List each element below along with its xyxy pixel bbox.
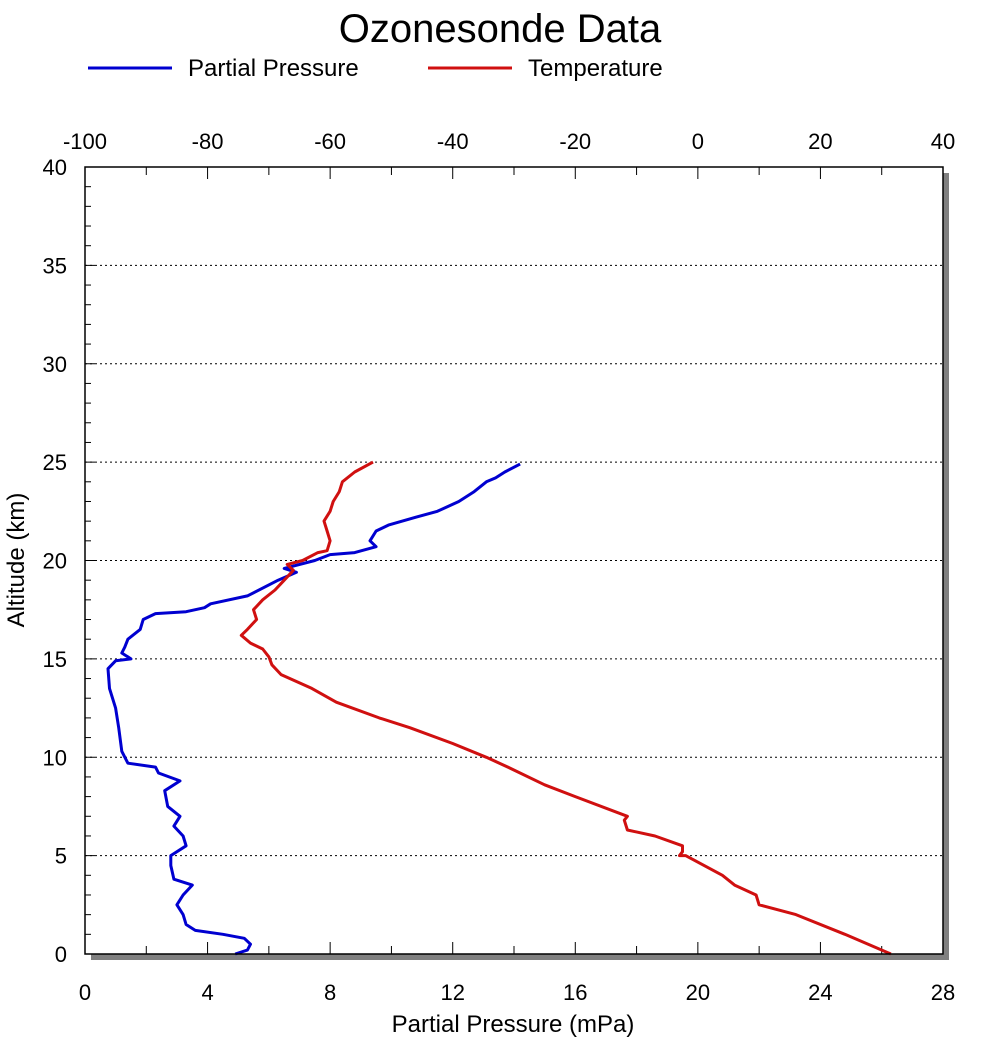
x-axis-label: Partial Pressure (mPa) (392, 1011, 635, 1038)
x-top-tick-label: -40 (437, 129, 469, 154)
x-bottom-tick-label: 24 (808, 980, 832, 1005)
x-top-tick-label: 0 (692, 129, 704, 154)
x-top-tick-label: -20 (559, 129, 591, 154)
y-tick-label: 25 (43, 450, 67, 475)
plot-frame (84, 166, 944, 955)
x-bottom-tick-label: 4 (201, 980, 213, 1005)
x-bottom-tick-label: 20 (686, 980, 710, 1005)
x-bottom-tick-label: 0 (79, 980, 91, 1005)
y-tick-label: 35 (43, 253, 67, 278)
x-bottom-tick-label: 16 (563, 980, 587, 1005)
x-bottom-tick-label: 12 (440, 980, 464, 1005)
x-bottom-tick-label: 28 (931, 980, 955, 1005)
x-top-tick-label: 20 (808, 129, 832, 154)
partial-pressure-series-line (106, 462, 521, 956)
y-tick-label: 5 (55, 844, 67, 869)
y-tick-label: 40 (43, 155, 67, 180)
y-tick-label: 15 (43, 647, 67, 672)
y-tick-label: 20 (43, 549, 67, 574)
plot-background (85, 167, 943, 954)
chart-title: Ozonesonde Data (339, 7, 662, 51)
x-top-tick-label: 40 (931, 129, 955, 154)
y-tick-label: 10 (43, 745, 67, 770)
y-tick-label: 0 (55, 942, 67, 967)
x-bottom-tick-label: 8 (324, 980, 336, 1005)
x-top-tick-label: -100 (63, 129, 107, 154)
x-top-tick-label: -60 (314, 129, 346, 154)
legend-label-temperature: Temperature (528, 55, 663, 82)
legend-label-partial-pressure: Partial Pressure (188, 55, 359, 82)
plot-area: 0 5 10 15 20 25 30 35 40 0 4 8 12 16 20 24 28 -100 -80 -60 -… (43, 129, 956, 1005)
y-axis-label: Altitude (km) (3, 493, 30, 628)
y-tick-label: 30 (43, 352, 67, 377)
legend: Partial Pressure Temperature (88, 55, 663, 82)
temperature-series-line (239, 460, 892, 956)
x-top-tick-label: -80 (192, 129, 224, 154)
